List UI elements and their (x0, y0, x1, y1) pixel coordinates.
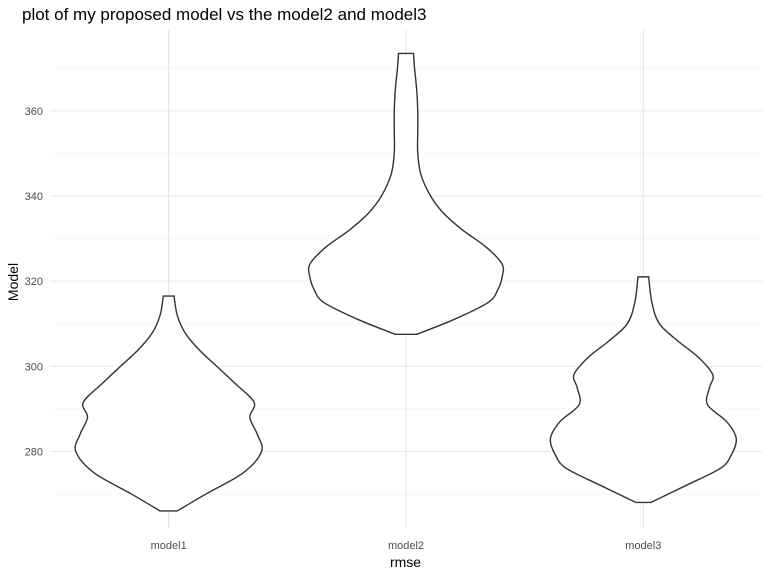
y-axis-title: Model (5, 263, 21, 301)
x-tick-label: model2 (388, 540, 424, 552)
x-axis-title: rmse (390, 554, 421, 570)
y-tick-label: 300 (25, 361, 43, 373)
x-tick-label: model3 (625, 540, 661, 552)
violins (74, 52, 738, 512)
y-tick-label: 320 (25, 276, 43, 288)
x-axis-ticks: model1 model2 model3 (151, 540, 662, 552)
x-tick-label: model1 (151, 540, 187, 552)
y-tick-label: 360 (25, 106, 43, 118)
violin-model1 (74, 295, 263, 512)
y-axis-ticks: 280 300 320 340 360 (25, 106, 43, 459)
violin-model2 (307, 52, 505, 336)
violin-model3 (549, 276, 738, 504)
chart-title: plot of my proposed model vs the model2 … (22, 5, 426, 24)
y-tick-label: 340 (25, 191, 43, 203)
y-tick-label: 280 (25, 446, 43, 458)
